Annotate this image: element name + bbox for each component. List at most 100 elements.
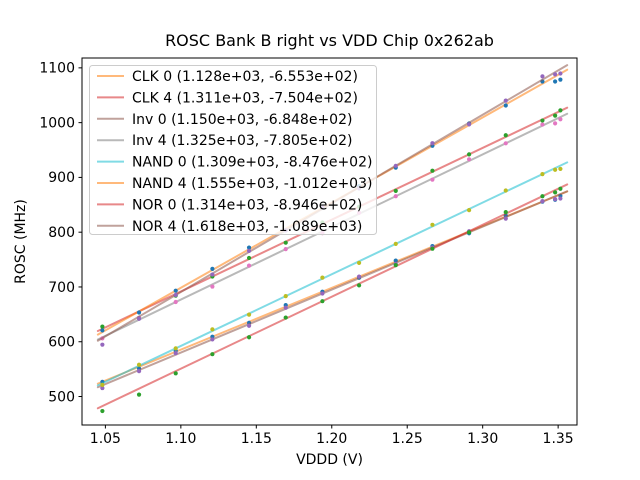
data-point-inv-4 xyxy=(210,284,215,289)
chart-title: ROSC Bank B right vs VDD Chip 0x262ab xyxy=(165,31,494,50)
x-tick-label: 1.25 xyxy=(392,431,423,447)
legend-entry-label: CLK 4 (1.311e+03, -7.504e+02) xyxy=(132,90,358,106)
data-point-nor-0 xyxy=(430,246,435,251)
data-point-nor-0 xyxy=(540,194,545,199)
data-point-inv-4 xyxy=(553,121,558,126)
data-point-inv-4 xyxy=(283,247,288,252)
data-point-inv-0 xyxy=(173,350,178,356)
legend-entry-label: CLK 0 (1.128e+03, -6.553e+02) xyxy=(132,69,358,85)
data-point-nand-0 xyxy=(136,362,142,367)
data-point-nor-0 xyxy=(173,371,178,376)
data-point-nand-0 xyxy=(393,241,398,246)
data-point-nor-0 xyxy=(210,352,215,357)
data-point-nand-0 xyxy=(283,294,288,299)
data-point-nor-0 xyxy=(136,392,142,397)
data-point-clk-4 xyxy=(283,240,288,245)
data-point-clk-4 xyxy=(540,118,545,123)
data-point-clk-4 xyxy=(430,168,435,173)
data-point-clk-4 xyxy=(393,188,398,193)
data-point-nor-0 xyxy=(100,408,105,414)
legend-entry-label: NAND 0 (1.309e+03, -8.476e+02) xyxy=(132,155,372,171)
data-point-inv-0 xyxy=(283,305,288,310)
data-point-inv-0 xyxy=(553,197,558,202)
data-point-nor-4 xyxy=(210,272,215,277)
data-point-nand-0 xyxy=(466,208,472,213)
data-point-nand-0 xyxy=(246,312,252,317)
data-point-nor-4 xyxy=(246,248,252,253)
y-tick-label: 600 xyxy=(48,335,75,351)
data-point-clk-4 xyxy=(558,108,563,113)
data-point-nand-4 xyxy=(173,288,178,293)
data-point-inv-4 xyxy=(540,122,545,127)
axes-layer: 1.05 1.10 1.15 1.20 1.25 1.30 1.35 500 600 700 800… xyxy=(39,57,578,447)
data-point-nor-0 xyxy=(283,315,288,320)
plot-border xyxy=(81,57,578,426)
data-point-nand-4 xyxy=(136,310,142,315)
data-point-nor-4 xyxy=(393,163,398,168)
x-tick-label: 1.30 xyxy=(467,431,498,447)
data-point-inv-0 xyxy=(100,385,105,391)
data-point-nor-0 xyxy=(466,230,472,235)
x-tick-label: 1.05 xyxy=(90,431,121,447)
data-point-nor-4 xyxy=(540,74,545,79)
data-point-nand-0 xyxy=(356,260,362,266)
data-point-nand-4 xyxy=(100,328,105,333)
legend-entry-label: NOR 0 (1.314e+03, -8.946e+02) xyxy=(132,197,362,213)
data-point-nor-4 xyxy=(173,292,178,298)
legend: CLK 0 (1.128e+03, -6.553e+02) CLK 4 (1.31… xyxy=(89,65,377,235)
data-point-nor-4 xyxy=(503,98,508,103)
y-tick-label: 1100 xyxy=(39,61,75,77)
data-point-clk-4 xyxy=(553,113,558,118)
y-tick-label: 800 xyxy=(48,225,75,241)
legend-box xyxy=(89,65,377,235)
y-axis-label: ROSC (MHz) xyxy=(13,199,29,284)
data-point-nor-0 xyxy=(553,190,558,195)
x-tick-label: 1.15 xyxy=(241,431,272,447)
legend-entry-label: NAND 4 (1.555e+03, -1.012e+03) xyxy=(132,176,372,192)
data-point-inv-4 xyxy=(430,177,435,182)
data-point-nand-4 xyxy=(558,77,563,82)
y-tick-label: 900 xyxy=(48,170,75,186)
data-point-nand-4 xyxy=(553,79,558,84)
data-point-inv-0 xyxy=(540,199,545,204)
data-point-clk-4 xyxy=(466,152,472,157)
legend-entry-label: Inv 0 (1.150e+03, -6.848e+02) xyxy=(132,112,352,128)
data-point-nor-4 xyxy=(100,342,105,347)
data-point-nand-0 xyxy=(553,167,558,172)
data-point-nor-4 xyxy=(558,71,563,76)
y-tick-label: 1000 xyxy=(39,115,75,131)
data-point-nor-0 xyxy=(356,283,362,288)
data-point-inv-0 xyxy=(356,274,362,279)
data-point-inv-0 xyxy=(558,196,563,201)
data-point-nand-4 xyxy=(246,245,252,250)
x-tick-label: 1.10 xyxy=(165,431,196,447)
legend-entry-label: NOR 4 (1.618e+03, -1.089e+03) xyxy=(132,219,362,235)
data-point-nand-4 xyxy=(210,266,215,271)
data-point-inv-0 xyxy=(246,323,252,328)
x-axis-label: VDDD (V) xyxy=(296,452,363,468)
data-point-inv-4 xyxy=(393,194,398,199)
data-point-nand-0 xyxy=(320,275,325,280)
x-tick-label: 1.20 xyxy=(316,431,347,447)
data-point-nand-4 xyxy=(503,103,508,108)
data-point-nor-4 xyxy=(430,141,435,146)
y-tick-label: 700 xyxy=(48,280,75,296)
data-point-inv-4 xyxy=(466,157,472,162)
x-tick-label: 1.35 xyxy=(543,431,574,447)
data-point-nor-0 xyxy=(320,299,325,304)
legend-entry-label: Inv 4 (1.325e+03, -7.805e+02) xyxy=(132,133,352,149)
data-point-inv-4 xyxy=(503,141,508,146)
data-point-nand-0 xyxy=(173,346,178,351)
data-point-nor-4 xyxy=(553,72,558,77)
data-point-nor-0 xyxy=(393,263,398,268)
data-point-nand-0 xyxy=(540,172,545,177)
data-point-nand-0 xyxy=(430,222,435,227)
data-point-inv-0 xyxy=(320,291,325,296)
data-point-nor-4 xyxy=(136,316,142,321)
data-point-inv-4 xyxy=(246,263,252,268)
data-point-nor-0 xyxy=(503,209,508,215)
data-point-nor-0 xyxy=(558,186,563,191)
data-point-inv-4 xyxy=(173,299,178,305)
